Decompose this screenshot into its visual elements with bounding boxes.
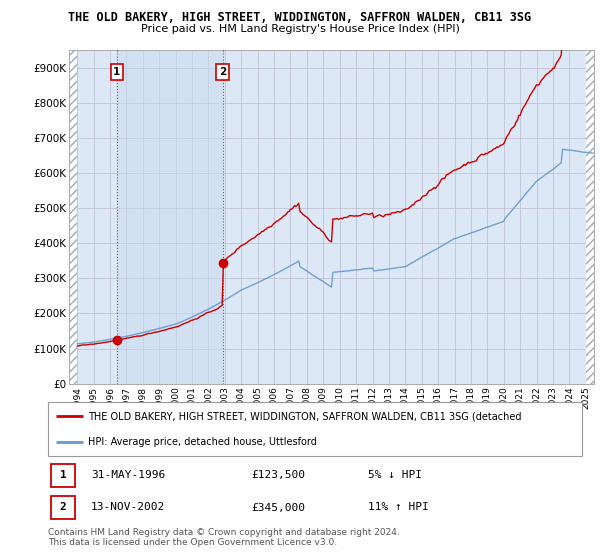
Text: Contains HM Land Registry data © Crown copyright and database right 2024.
This d: Contains HM Land Registry data © Crown c… xyxy=(48,528,400,547)
FancyBboxPatch shape xyxy=(48,402,582,456)
Text: 5% ↓ HPI: 5% ↓ HPI xyxy=(368,470,422,480)
Text: THE OLD BAKERY, HIGH STREET, WIDDINGTON, SAFFRON WALDEN, CB11 3SG (detached: THE OLD BAKERY, HIGH STREET, WIDDINGTON,… xyxy=(88,412,521,421)
Text: THE OLD BAKERY, HIGH STREET, WIDDINGTON, SAFFRON WALDEN, CB11 3SG: THE OLD BAKERY, HIGH STREET, WIDDINGTON,… xyxy=(68,11,532,24)
FancyBboxPatch shape xyxy=(50,496,75,519)
Text: £345,000: £345,000 xyxy=(251,502,305,512)
Bar xyxy=(69,50,77,384)
Bar xyxy=(117,50,223,384)
Text: Price paid vs. HM Land Registry's House Price Index (HPI): Price paid vs. HM Land Registry's House … xyxy=(140,24,460,34)
Text: 31-MAY-1996: 31-MAY-1996 xyxy=(91,470,165,480)
Text: 13-NOV-2002: 13-NOV-2002 xyxy=(91,502,165,512)
Bar xyxy=(586,50,594,384)
Text: 2: 2 xyxy=(59,502,67,512)
FancyBboxPatch shape xyxy=(50,464,75,487)
Text: £123,500: £123,500 xyxy=(251,470,305,480)
Bar xyxy=(69,50,77,384)
Text: 11% ↑ HPI: 11% ↑ HPI xyxy=(368,502,429,512)
Text: 1: 1 xyxy=(113,67,121,77)
Bar xyxy=(586,50,594,384)
Text: 2: 2 xyxy=(219,67,226,77)
Text: HPI: Average price, detached house, Uttlesford: HPI: Average price, detached house, Uttl… xyxy=(88,437,317,446)
Text: 1: 1 xyxy=(59,470,67,480)
